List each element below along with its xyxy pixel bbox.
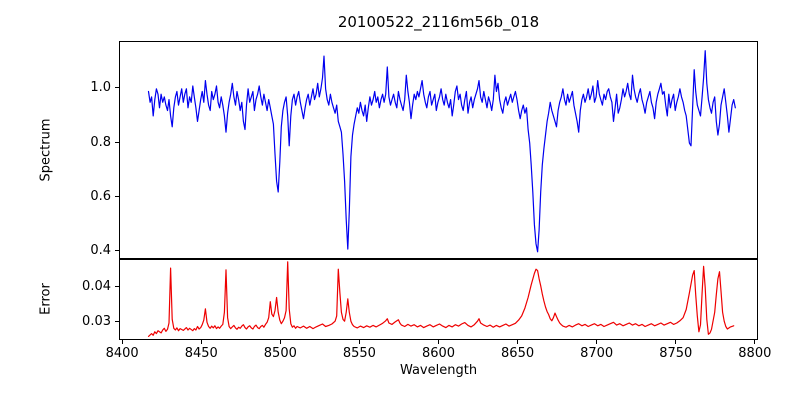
spectrum-y-axis-label: Spectrum <box>38 118 54 182</box>
x-tick-mark <box>754 340 756 344</box>
y-tick-label: 0.03 <box>82 314 111 330</box>
y-tick-mark <box>115 286 119 288</box>
x-tick-mark <box>121 340 123 344</box>
spectrum-plot-area <box>147 50 736 253</box>
x-tick-label: 8700 <box>580 346 614 361</box>
spectrum-line <box>147 50 736 253</box>
y-tick-mark <box>115 195 119 197</box>
x-tick-mark <box>596 340 598 344</box>
y-tick-label: 0.6 <box>90 188 111 204</box>
error-panel <box>119 259 758 340</box>
y-tick-label: 1.0 <box>90 80 111 96</box>
chart-title: 20100522_2116m56b_018 <box>337 13 540 31</box>
x-tick-label: 8600 <box>421 346 456 361</box>
x-tick-mark <box>517 340 519 344</box>
wavelength-x-axis-label: Wavelength <box>399 363 478 378</box>
x-tick-mark <box>438 340 439 344</box>
y-tick-mark <box>115 250 119 252</box>
x-tick-mark <box>279 340 281 344</box>
x-tick-label: 8550 <box>342 346 376 361</box>
y-tick-mark <box>115 141 119 143</box>
x-tick-mark <box>200 340 202 344</box>
error-plot-area <box>147 261 735 338</box>
y-tick-mark <box>115 87 119 89</box>
x-tick-mark <box>675 340 677 344</box>
x-tick-label: 8400 <box>105 346 139 361</box>
x-tick-label: 8500 <box>263 346 297 361</box>
x-tick-label: 8800 <box>738 346 772 361</box>
x-tick-label: 8450 <box>184 346 218 361</box>
y-tick-label: 0.4 <box>90 243 111 259</box>
y-tick-mark <box>115 321 119 323</box>
spectrum-panel <box>119 41 758 259</box>
x-tick-label: 8650 <box>501 346 535 361</box>
y-tick-label: 0.8 <box>90 134 111 150</box>
x-tick-label: 8750 <box>659 346 693 361</box>
y-tick-label: 0.04 <box>82 279 111 295</box>
x-tick-mark <box>358 340 360 344</box>
error-line <box>147 261 735 338</box>
